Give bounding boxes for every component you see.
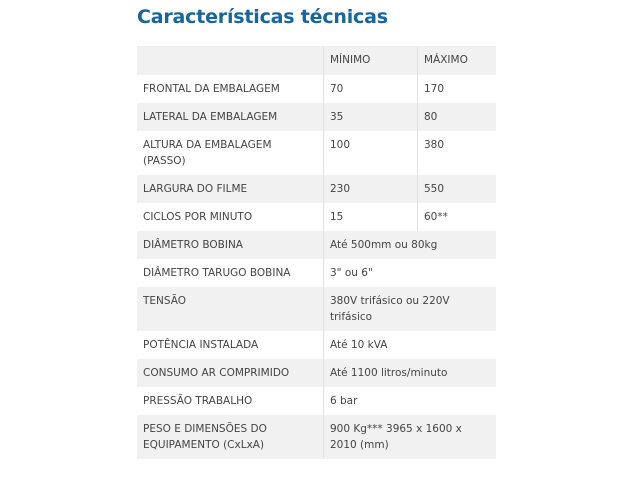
table-row: LATERAL DA EMBALAGEM 35 80 xyxy=(137,103,496,131)
row-value: 3" ou 6" xyxy=(330,267,373,279)
header-cell-label xyxy=(137,46,324,75)
row-min: 70 xyxy=(323,75,418,103)
table-header-row: MÍNIMO MÁXIMO xyxy=(137,46,496,75)
row-label: LATERAL DA EMBALAGEM xyxy=(137,103,324,131)
table-row: CONSUMO AR COMPRIMIDO Até 1100 litros/min… xyxy=(137,359,496,387)
row-min: 230 xyxy=(323,175,418,203)
row-label: PRESSÃO TRABALHO xyxy=(137,387,324,415)
row-label: FRONTAL DA EMBALAGEM xyxy=(137,75,324,103)
row-value: 380V trifásico ou 220V trifásico xyxy=(330,295,450,323)
header-cell-min: MÍNIMO xyxy=(323,46,418,75)
row-label: CONSUMO AR COMPRIMIDO xyxy=(137,359,324,387)
row-label: POTÊNCIA INSTALADA xyxy=(137,331,324,359)
table-row: PRESSÃO TRABALHO 6 bar xyxy=(137,387,496,415)
row-min: 35 xyxy=(323,103,418,131)
table-row: DIÂMETRO TARUGO BOBINA 3" ou 6" xyxy=(137,259,496,287)
table-row: FRONTAL DA EMBALAGEM 70 170 xyxy=(137,75,496,103)
row-value: Até 1100 litros/minuto xyxy=(330,367,448,379)
row-label: DIÂMETRO BOBINA xyxy=(137,231,324,259)
table-row: TENSÃO 380V trifásico ou 220V trifásico xyxy=(137,287,496,331)
row-max: 60** xyxy=(424,211,448,223)
table-row: LARGURA DO FILME 230 550 xyxy=(137,175,496,203)
row-min: 100 xyxy=(323,131,418,175)
row-min: 15 xyxy=(323,203,418,231)
row-label: LARGURA DO FILME xyxy=(137,175,324,203)
row-value: Até 10 kVA xyxy=(330,339,388,351)
row-value: 900 Kg*** 3965 x 1600 x 2010 (mm) xyxy=(330,423,462,451)
row-max: 80 xyxy=(424,111,438,123)
table-row: POTÊNCIA INSTALADA Até 10 kVA xyxy=(137,331,496,359)
row-max: 380 xyxy=(424,139,445,151)
table-row: ALTURA DA EMBALAGEM (PASSO) 100 380 xyxy=(137,131,496,175)
row-label: ALTURA DA EMBALAGEM (PASSO) xyxy=(137,131,324,175)
table-row: CICLOS POR MINUTO 15 60** xyxy=(137,203,496,231)
row-label: TENSÃO xyxy=(137,287,324,331)
table-row: DIÂMETRO BOBINA Até 500mm ou 80kg xyxy=(137,231,496,259)
row-label: DIÂMETRO TARUGO BOBINA xyxy=(137,259,324,287)
row-label: CICLOS POR MINUTO xyxy=(137,203,324,231)
row-value: Até 500mm ou 80kg xyxy=(330,239,438,251)
row-max: 550 xyxy=(424,183,445,195)
specs-table: MÍNIMO MÁXIMO FRONTAL DA EMBALAGEM 70 170 L… xyxy=(137,46,496,459)
page-title: Características técnicas xyxy=(137,6,388,28)
table-row: PESO E DIMENSÕES DO EQUIPAMENTO (CxLxA) 9… xyxy=(137,415,496,459)
row-max: 170 xyxy=(424,83,445,95)
header-cell-max: MÁXIMO xyxy=(424,54,468,66)
row-label: PESO E DIMENSÕES DO EQUIPAMENTO (CxLxA) xyxy=(137,415,324,459)
row-value: 6 bar xyxy=(330,395,358,407)
